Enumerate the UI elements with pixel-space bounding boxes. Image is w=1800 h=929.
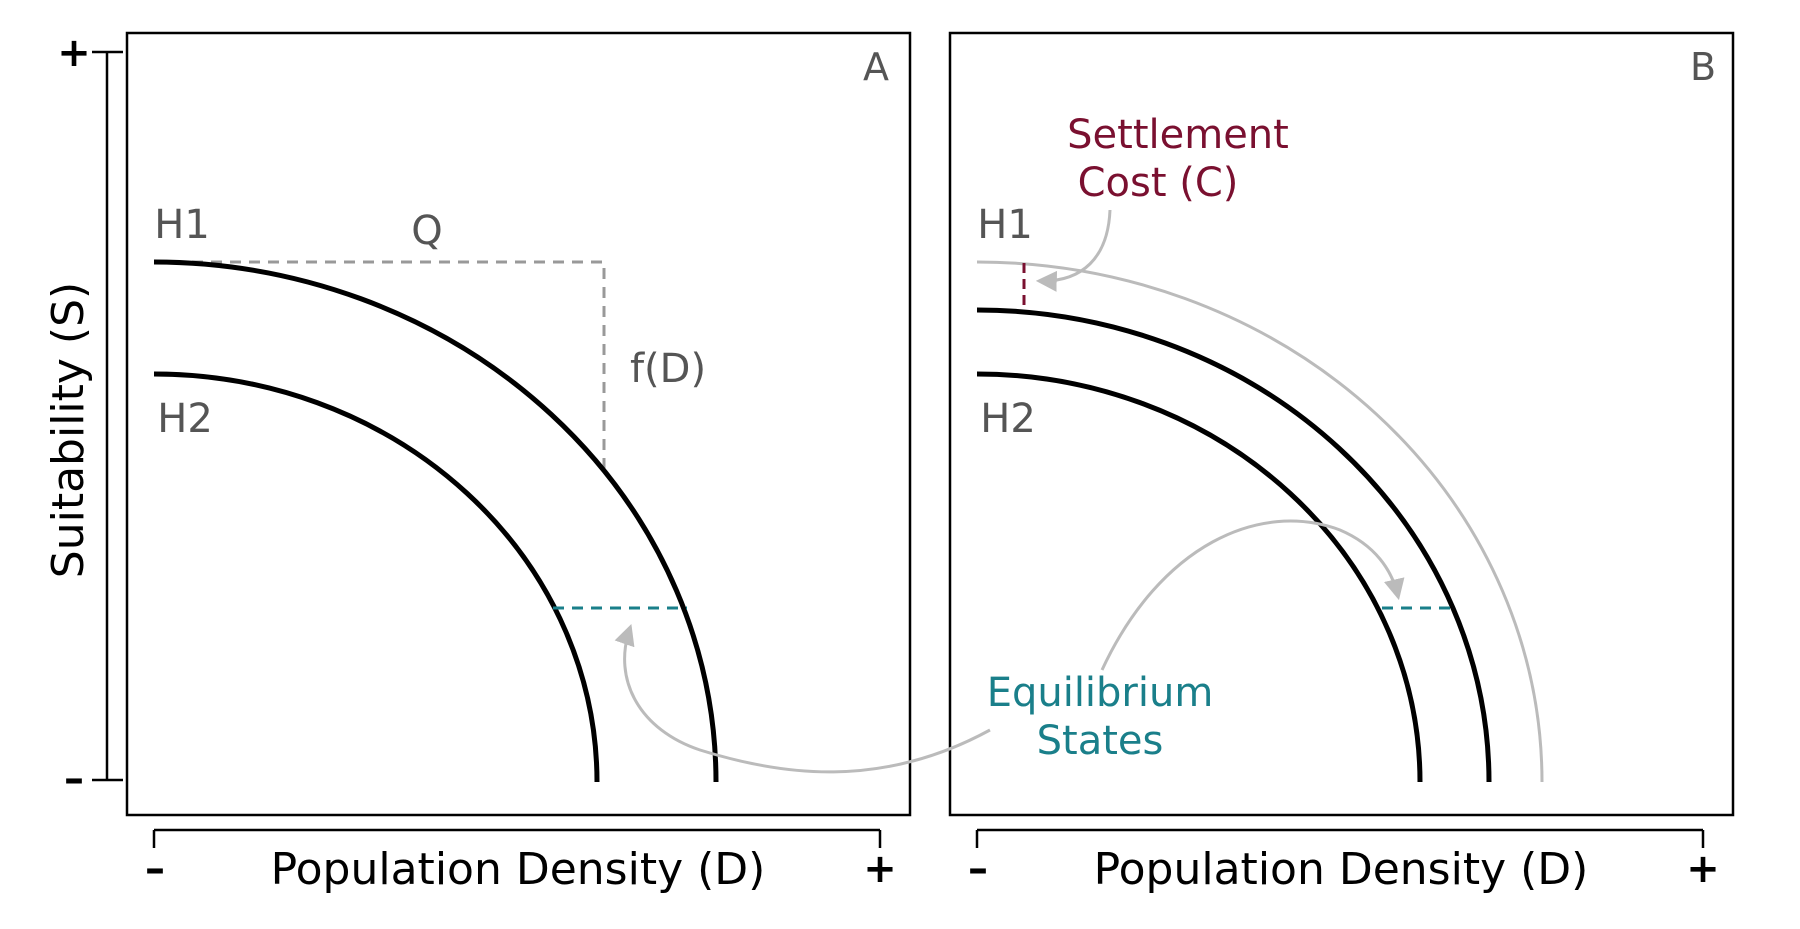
settlement-cost-label-line2: Cost (C): [1078, 160, 1239, 206]
curve-h1: [153, 259, 719, 783]
y-axis: + – Suitability (S): [43, 30, 123, 802]
x-axis-a: – + Population Density (D): [145, 828, 897, 895]
panel-a-letter: A: [863, 45, 889, 89]
x-tick-a-left-label: –: [145, 846, 165, 892]
curve-h1-label: H1: [154, 202, 210, 248]
equilibrium-label-line2: States: [1037, 718, 1164, 764]
x-tick-b-right-label: +: [1686, 846, 1720, 892]
curve-h1-original: [976, 260, 1544, 783]
curve-h1-label: H1: [977, 202, 1033, 248]
curve-h2-label: H2: [980, 396, 1036, 442]
panel-b: B H1 H2 Settlement Cost (C): [948, 31, 1735, 817]
curve-h2: [976, 371, 1423, 783]
x-tick-b-left-label: –: [968, 846, 988, 892]
equilibrium-arrow-a: [614, 624, 991, 774]
curve-h2: [153, 371, 600, 783]
y-tick-bottom-label: –: [64, 756, 84, 802]
x-axis-a-label: Population Density (D): [271, 844, 766, 895]
y-tick-top-label: +: [57, 30, 91, 76]
panel-a-frame: [125, 31, 912, 817]
panel-b-frame: [948, 31, 1735, 817]
equilibrium-label-line1: Equilibrium: [987, 670, 1214, 716]
panel-a: A Q f(D) H1 H2: [125, 31, 912, 817]
q-label: Q: [411, 208, 442, 254]
equilibrium-arrow-b: [1100, 519, 1405, 671]
curve-h2-label: H2: [157, 396, 213, 442]
x-axis-b: – + Population Density (D): [968, 828, 1720, 895]
fd-label: f(D): [630, 346, 706, 392]
x-tick-a-right-label: +: [863, 846, 897, 892]
panel-b-letter: B: [1690, 45, 1716, 89]
guide-q-fd-line: [154, 260, 606, 470]
settlement-cost-arrow: [1035, 209, 1112, 292]
equilibrium-annotation: Equilibrium States: [614, 519, 1405, 774]
curve-h1-shifted: [976, 307, 1492, 783]
y-axis-label: Suitability (S): [43, 282, 94, 578]
settlement-cost-label-line1: Settlement: [1067, 112, 1289, 158]
x-axis-b-label: Population Density (D): [1094, 844, 1589, 895]
